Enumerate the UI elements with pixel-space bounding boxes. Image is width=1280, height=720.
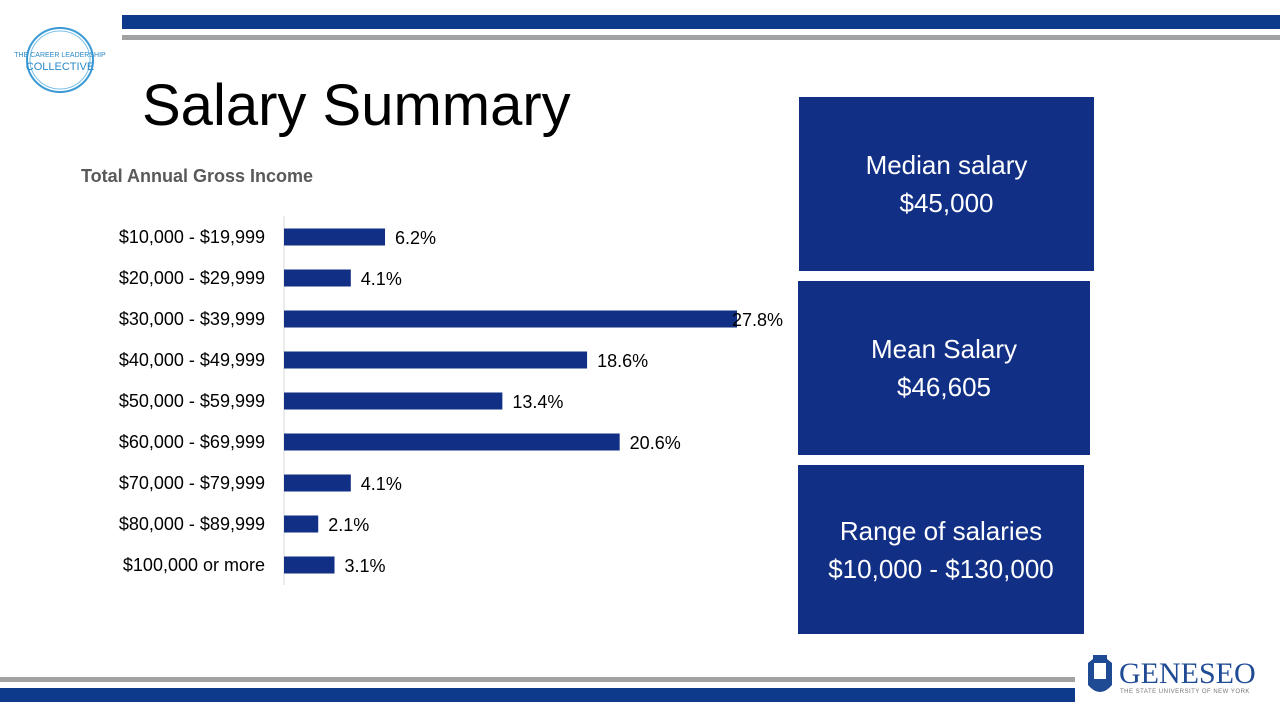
box-label: Mean Salary (871, 334, 1017, 364)
data-label: 4.1% (361, 269, 402, 289)
bar-chart: $10,000 - $19,999 6.2% $20,000 - $29,999 4.… (119, 216, 783, 585)
bar (284, 228, 386, 246)
median-salary-box: Median salary $45,000 (799, 97, 1094, 271)
category-label: $80,000 - $89,999 (119, 514, 265, 534)
data-label: 3.1% (345, 556, 386, 576)
box-value: $46,605 (897, 372, 991, 402)
bar (284, 556, 335, 574)
slide-title: Salary Summary (142, 73, 571, 138)
box-label: Median salary (865, 150, 1028, 180)
data-label: 27.8% (732, 310, 783, 330)
logo-text: COLLECTIVE (25, 61, 95, 73)
bottom-accent-bar (0, 688, 1075, 702)
category-label: $20,000 - $29,999 (119, 268, 265, 288)
data-label: 2.1% (328, 515, 369, 535)
data-label: 4.1% (361, 474, 402, 494)
top-rule (122, 35, 1280, 40)
data-label: 13.4% (512, 392, 563, 412)
logo-text: THE STATE UNIVERSITY OF NEW YORK (1120, 689, 1250, 695)
logo-text: THE CAREER LEADERSHIP (14, 52, 106, 59)
category-label: $100,000 or more (123, 555, 265, 575)
category-label: $60,000 - $69,999 (119, 432, 265, 452)
category-label: $40,000 - $49,999 (119, 350, 265, 370)
bar (284, 310, 737, 328)
box-value: $45,000 (899, 188, 994, 218)
bar (284, 515, 319, 533)
category-label: $70,000 - $79,999 (119, 473, 265, 493)
chart-title: Total Annual Gross Income (81, 166, 314, 186)
data-label: 6.2% (395, 228, 436, 248)
category-label: $50,000 - $59,999 (119, 391, 265, 411)
box-label: Range of salaries (839, 515, 1043, 546)
bottom-rule (0, 677, 1075, 682)
bar (284, 269, 351, 287)
geneseo-logo: GENESEO THE STATE UNIVERSITY OF NEW YORK (1085, 655, 1280, 700)
data-label: 18.6% (597, 351, 648, 371)
box-value: $10,000 - $130,000 (828, 553, 1054, 584)
bar (284, 392, 503, 410)
category-label: $30,000 - $39,999 (119, 309, 265, 329)
salary-range-box: Range of salaries $10,000 - $130,000 (798, 465, 1084, 634)
bar (284, 474, 351, 492)
mean-salary-box: Mean Salary $46,605 (798, 281, 1090, 455)
bar (284, 351, 588, 369)
data-label: 20.6% (630, 433, 681, 453)
category-label: $10,000 - $19,999 (119, 227, 265, 247)
career-leadership-collective-logo: THE CAREER LEADERSHIP COLLECTIVE (12, 25, 108, 95)
bar (284, 433, 620, 451)
logo-text: GENESEO (1119, 657, 1256, 690)
top-accent-bar (122, 15, 1280, 29)
